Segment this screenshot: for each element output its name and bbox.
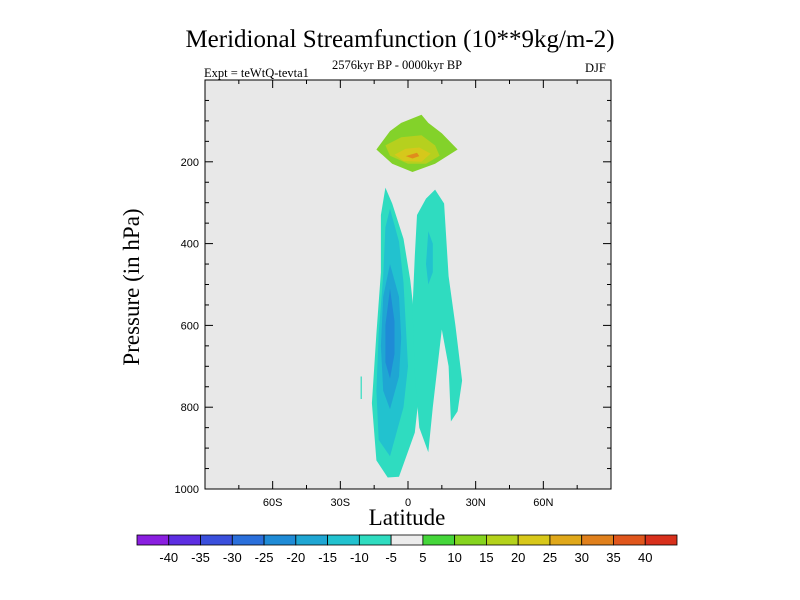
colorbar-swatch [200,534,233,546]
upper-positive-cell [405,152,420,159]
colorbar-label: -10 [350,550,369,565]
y-tick-label: 1000 [175,484,199,496]
colorbar-swatch [136,534,170,546]
colorbar: -40 -35 -30 -25 -20 -15 -10 -5 5 10 15 20 25 30 35 40 [136,534,678,565]
colorbar-swatch [168,534,201,546]
isolated-negative-speck [360,376,362,399]
colorbar-swatch [422,534,456,546]
colorbar-swatch [613,534,646,546]
colorbar-label: -5 [385,550,397,565]
colorbar-label: 30 [574,550,588,565]
contour-layer [360,114,463,478]
colorbar-label: -25 [255,550,274,565]
colorbar-swatch [231,534,265,546]
colorbar-swatch [327,534,360,546]
colorbar-label: 10 [447,550,461,565]
y-tick-label: 400 [181,239,199,251]
y-tick-label: 800 [181,402,199,414]
colorbar-swatch [486,534,519,546]
y-tick-label: 600 [181,320,199,332]
colorbar-label: -20 [286,550,305,565]
x-tick-label: 60S [263,497,283,509]
experiment-label: Expt = teWtQ-tevta1 [204,66,309,80]
axes-layer: 60S 30S 0 30N 60N 200 400 600 800 1000 [175,80,612,509]
colorbar-label: -40 [159,550,178,565]
colorbar-swatch [390,534,424,546]
northern-negative-lobe [412,189,463,453]
colorbar-swatch [644,534,678,546]
northern-negative-lobe [426,231,433,285]
colorbar-label: 40 [638,550,652,565]
colorbar-label: -30 [223,550,242,565]
colorbar-swatch [295,534,328,546]
time-range-label: 2576kyr BP - 0000kyr BP [332,58,463,72]
tropical-negative-cell [385,288,395,379]
colorbar-label: 25 [543,550,557,565]
colorbar-label: 20 [511,550,525,565]
y-tick-label: 200 [181,157,199,169]
x-tick-label: 30N [466,497,486,509]
x-tick-label: 0 [405,497,411,509]
chart-title: Meridional Streamfunction (10**9kg/m-2) [185,26,615,53]
colorbar-label: 5 [419,550,426,565]
colorbar-label: 35 [606,550,620,565]
colorbar-label: -35 [191,550,210,565]
season-label: DJF [585,61,606,75]
colorbar-swatch [454,534,487,546]
colorbar-label: 15 [479,550,493,565]
colorbar-swatch [358,534,392,546]
x-axis-label: Latitude [368,505,446,530]
colorbar-label: -15 [318,550,337,565]
x-tick-label: 60N [533,497,553,509]
colorbar-swatch [263,534,297,546]
colorbar-swatch [581,534,614,546]
colorbar-swatch [549,534,583,546]
x-tick-label: 30S [331,497,351,509]
colorbar-swatch [517,534,551,546]
